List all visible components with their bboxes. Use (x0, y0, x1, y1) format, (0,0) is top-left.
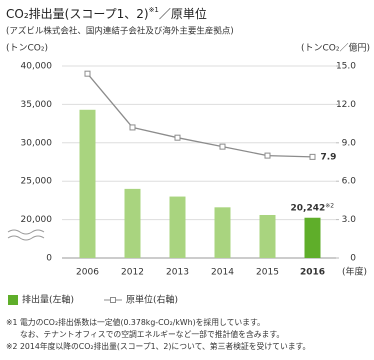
subtitle: (アズビル株式会社、国内連結子会社及び海外主要生産拠点) (6, 26, 234, 37)
y-tick-label: 40,000 (21, 62, 53, 72)
y2-axis-label: (トンCO₂／億円) (301, 42, 370, 54)
line-marker (219, 143, 226, 150)
bar (124, 188, 141, 258)
chart-title: CO₂排出量(スコープ1、2) (6, 7, 149, 21)
footnote: ※1 電力のCO₂排出係数は一定値(0.378kg-CO₂/kWh)を採用してい… (6, 317, 265, 327)
value-label: 20,242 (291, 203, 326, 213)
y-tick-label: 35,000 (21, 100, 53, 110)
line-marker (264, 152, 271, 159)
line-marker (174, 134, 181, 141)
y2-tick-label: 0 (350, 254, 356, 264)
y-tick-label: 0 (46, 254, 52, 264)
footnote: なお、テナントオフィスでの空調エネルギーなど一部で推計値を含みます。 (20, 329, 284, 339)
bar (79, 109, 96, 258)
y-axis-label: (トンCO₂) (6, 44, 48, 54)
break-wave (7, 229, 45, 235)
line-marker (129, 124, 136, 131)
x-tick-label: 2015 (256, 268, 279, 278)
legend-swatch (8, 295, 18, 305)
legend-label: 排出量(左軸) (22, 294, 74, 306)
y2-tick-label: 15.0 (336, 62, 356, 72)
line-marker (309, 153, 316, 160)
bar (259, 214, 276, 258)
y2-tick-label: 6.0 (342, 177, 357, 187)
bar (214, 207, 231, 258)
x-tick-label: 2014 (211, 268, 234, 278)
y-tick-label: 20,000 (21, 215, 53, 225)
axis-break (7, 229, 45, 241)
chart-title-group: CO₂排出量(スコープ1、2)※1／原単位 (6, 6, 207, 21)
x-tick-label: 2016 (300, 268, 325, 278)
legend-swatch (110, 297, 116, 303)
value-label-group: 20,242※2 (291, 202, 335, 213)
y-tick-label: 25,000 (21, 177, 53, 187)
line-marker (84, 70, 91, 77)
value-note: ※2 (325, 202, 334, 209)
bar (304, 217, 321, 258)
legend-label: 原単位(右軸) (126, 294, 178, 306)
y-tick-label: 30,000 (21, 138, 53, 148)
y2-tick-label: 9.0 (342, 138, 357, 148)
y2-tick-label: 12.0 (336, 100, 356, 110)
break-wave (7, 235, 45, 241)
line-end-label: 7.9 (321, 152, 337, 162)
x-tick-label: 2006 (76, 268, 99, 278)
title-suffix: ／原単位 (159, 6, 207, 21)
line (87, 73, 313, 158)
y2-tick-label: 3.0 (342, 215, 357, 225)
bar (169, 196, 186, 258)
x-tick-label: 2012 (121, 268, 144, 278)
x-tick-label: 2013 (166, 268, 189, 278)
title-note: ※1 (149, 6, 159, 14)
footnote: ※2 2014年度以降のCO₂排出量(スコープ1、2)について、第三者検証を受け… (6, 341, 310, 351)
x-axis-label: (年度) (342, 266, 367, 278)
